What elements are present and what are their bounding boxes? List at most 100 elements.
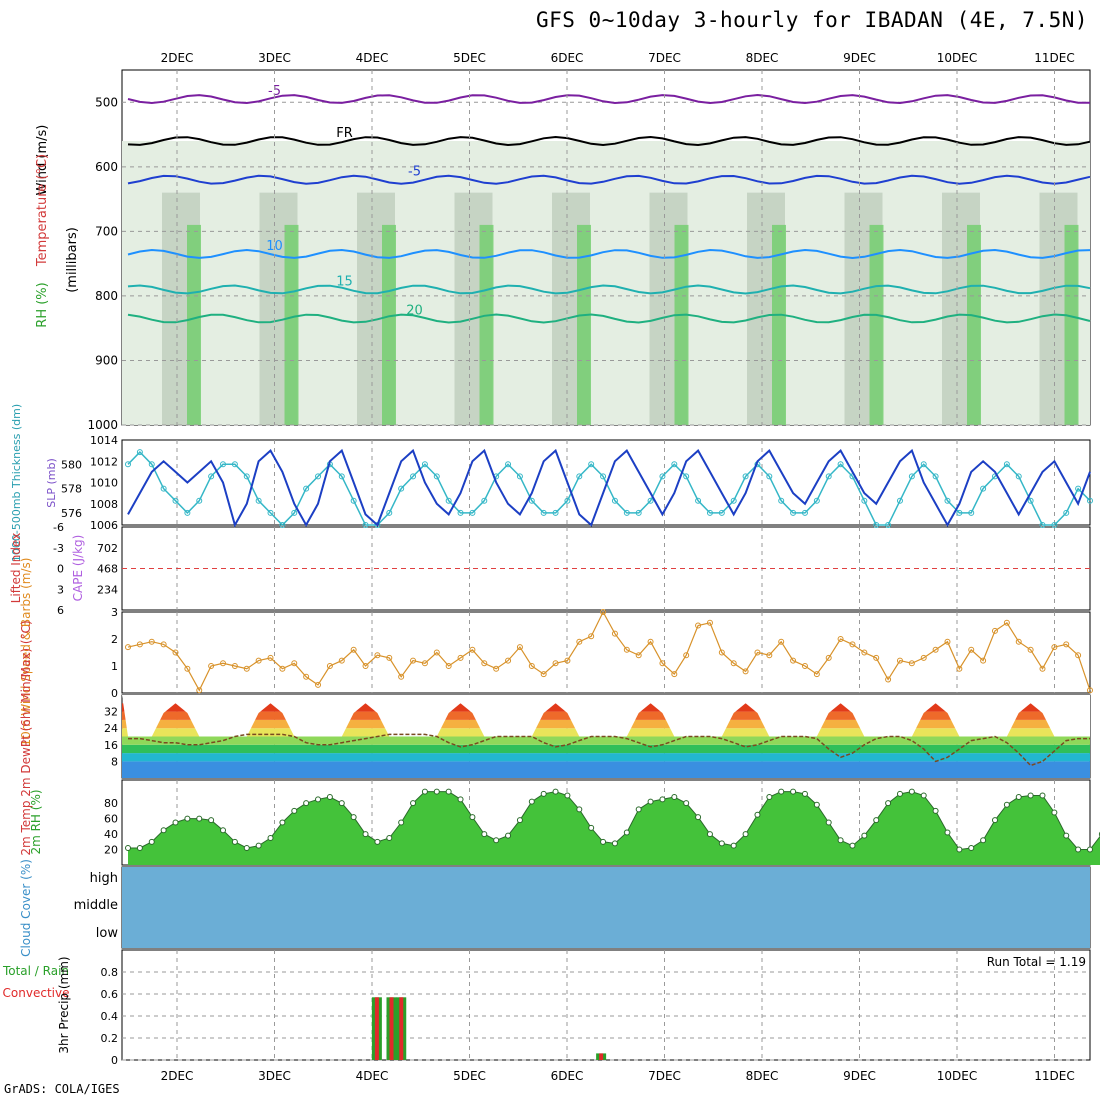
isotherm-line [127, 174, 1091, 185]
temperature-axis-label: Temperature (°C) [35, 154, 50, 267]
date-label-top: 4DEC [356, 51, 389, 65]
li-tick-label: 6 [57, 604, 64, 617]
slp-tick-label: 1012 [90, 455, 118, 468]
wind-speed-point [326, 663, 333, 669]
isotherm-label: -5 [268, 84, 281, 99]
thickness-point [623, 509, 630, 516]
rh-band-green [869, 224, 884, 425]
pressure-tick-label: 500 [95, 95, 118, 109]
slp-tick-label: 1008 [90, 498, 118, 511]
wind-speed-point [576, 638, 583, 645]
wind-speed-point [683, 652, 690, 659]
rh-point [1051, 809, 1058, 816]
panel-frame [121, 949, 1091, 1061]
thickness-tick-label: 580 [61, 458, 82, 471]
wind-speed-point [944, 638, 951, 645]
thickness-point [1051, 522, 1058, 528]
li-tick-label: -3 [53, 542, 64, 555]
wind-speed-point [433, 649, 440, 656]
wind-speed-point [1027, 646, 1034, 653]
wind-speed-point [410, 657, 417, 664]
thickness-point [980, 485, 987, 492]
temp-tick-label: 24 [104, 722, 118, 735]
thickness-tick-label: 576 [61, 507, 82, 520]
rh-point [623, 829, 630, 836]
wind-speed-point [564, 657, 571, 664]
temp-band [122, 736, 1090, 745]
thickness-point [338, 473, 345, 480]
date-label-top: 11DEC [1034, 51, 1074, 65]
thickness-point [706, 509, 713, 516]
rh-point [243, 845, 250, 851]
wind-speed-point [528, 663, 535, 669]
li-tick-label: 0 [57, 563, 64, 576]
date-label-top: 8DEC [746, 51, 779, 65]
date-label-top: 10DEC [937, 51, 977, 65]
rh-point [1027, 792, 1034, 799]
rh-point [564, 792, 571, 799]
wind-speed-point [991, 627, 998, 634]
thickness-point [885, 522, 892, 528]
precip-tick-label: 0.8 [101, 966, 119, 979]
rh-point [956, 846, 963, 853]
temp-axis-label: 2m Temp 2m DewPt (6hr Min/Max) (°C) [19, 620, 33, 855]
wind-speed-point [505, 657, 512, 664]
thickness-axis-label: 1000-500mb Thickness (dm) [10, 404, 23, 562]
thickness-point [208, 473, 215, 480]
date-label-top: 2DEC [161, 51, 194, 65]
thickness-point [837, 461, 844, 468]
wind-speed-point [267, 654, 274, 661]
slp-tick-label: 1014 [90, 434, 118, 447]
date-label-bottom: 11DEC [1034, 1069, 1074, 1083]
rh-point [683, 800, 690, 807]
thickness-point [505, 461, 512, 468]
pressure-tick-label: 900 [95, 353, 118, 367]
isotherm-label: 20 [406, 304, 423, 319]
rh-point [552, 788, 559, 795]
rh-point [1087, 846, 1093, 853]
precip-tick-label: 0.6 [101, 988, 119, 1001]
date-label-top: 6DEC [551, 51, 584, 65]
wind-speed-point [457, 654, 464, 661]
rh-point [695, 814, 702, 821]
wind-speed-point [956, 665, 963, 672]
date-label-bottom: 8DEC [746, 1069, 779, 1083]
rh-point [861, 832, 868, 839]
rh-point [421, 788, 428, 795]
thickness-point [813, 497, 820, 504]
date-label-bottom: 10DEC [937, 1069, 977, 1083]
thickness-point [873, 522, 880, 528]
rh-point [338, 800, 345, 807]
isotherm-label: 15 [336, 274, 353, 289]
thickness-point [932, 473, 939, 480]
thickness-point [564, 497, 571, 504]
wind-speed-point [196, 687, 203, 694]
wind-speed-point [481, 660, 488, 667]
precip-bar-convective [389, 997, 394, 1060]
wind-speed-point [160, 641, 167, 648]
rh-point [980, 837, 987, 844]
thickness-point [896, 497, 903, 504]
precip-legend-convective: Convective [3, 986, 70, 1000]
isotherm-line [127, 135, 1091, 147]
rh-point [457, 796, 464, 803]
pressure-tick-label: 700 [95, 224, 118, 238]
wind-speed-point [208, 663, 215, 669]
rh-point [896, 790, 903, 797]
thickness-point [659, 473, 666, 480]
thickness-point [231, 461, 238, 468]
rh-point [1075, 846, 1082, 853]
slp-tick-label: 1010 [90, 477, 118, 490]
wind-speed-point [611, 630, 618, 637]
wind-speed-point [445, 663, 452, 669]
thickness-point [196, 497, 203, 504]
wind-speed-point [1015, 638, 1022, 645]
thickness-point [457, 509, 464, 516]
rh-band-green [967, 224, 981, 425]
wind-speed-point [790, 657, 797, 664]
precip-bar-convective [599, 1053, 604, 1060]
isotherm-line [127, 248, 1091, 260]
thickness-point [160, 485, 167, 492]
wind-speed-point [374, 652, 381, 659]
rh-band-green [772, 224, 786, 425]
